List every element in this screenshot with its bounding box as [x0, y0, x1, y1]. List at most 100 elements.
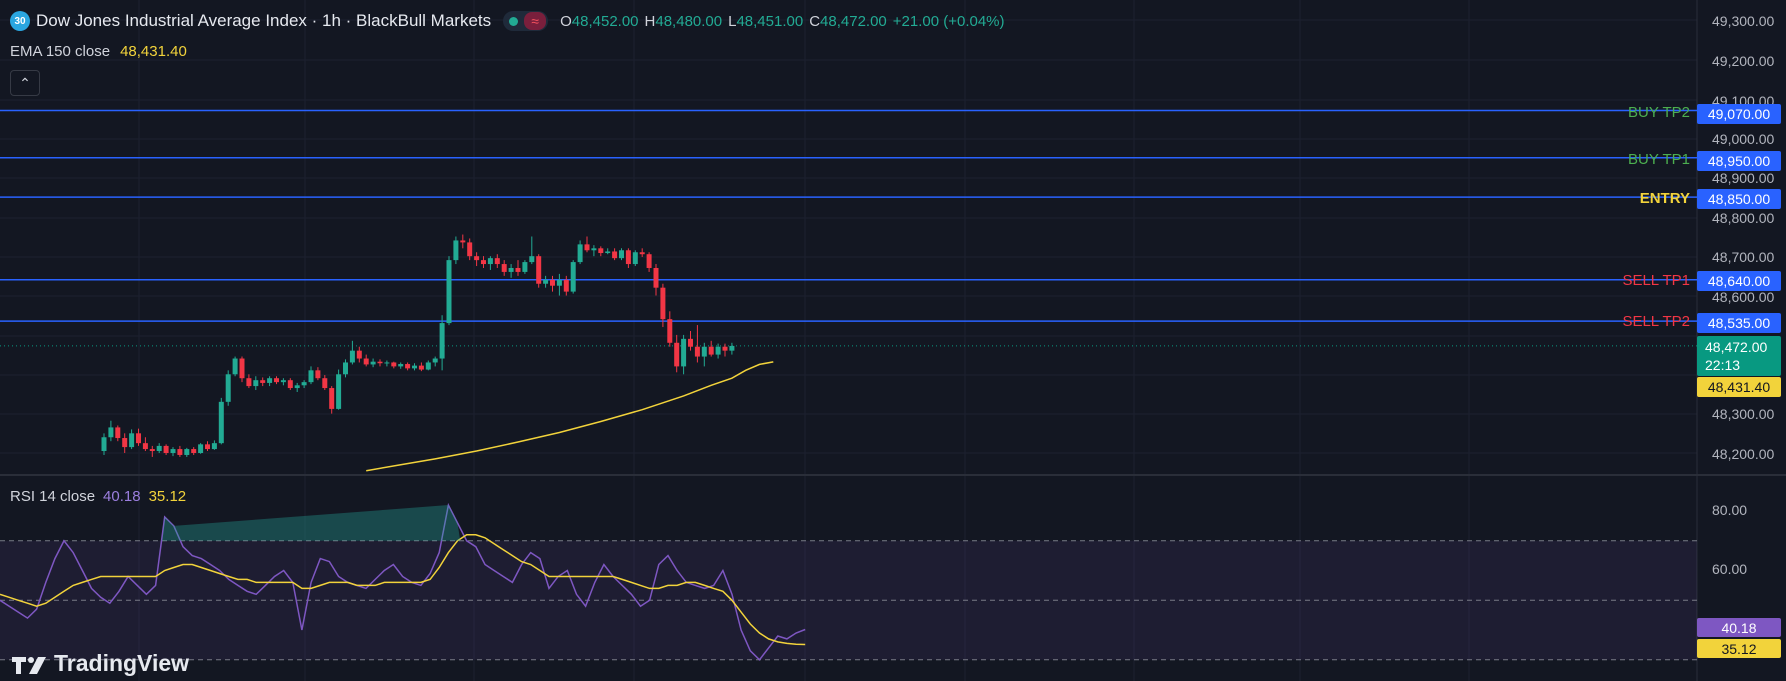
candle-body: [253, 380, 259, 387]
candle-body: [267, 378, 273, 383]
candle-body: [260, 380, 266, 383]
rsi-value-box: 40.18: [1697, 618, 1781, 637]
candle-body: [205, 444, 210, 450]
price-tick: 48,800.00: [1712, 210, 1775, 226]
candle-body: [715, 346, 721, 355]
rsi-legend[interactable]: RSI 14 close 40.18 35.12: [10, 488, 186, 505]
candle-body: [556, 279, 562, 286]
open-value: 48,452.00: [571, 12, 639, 30]
price-tick: 48,200.00: [1712, 446, 1775, 462]
candle-body: [653, 267, 659, 288]
candle-body: [701, 346, 707, 357]
candle-body: [708, 346, 714, 355]
rsi-ma-value-box: 35.12: [1697, 639, 1781, 658]
level-label-buy-tp1[interactable]: BUY TP1: [1628, 151, 1690, 168]
candle-body: [156, 445, 162, 452]
candle-body: [453, 240, 459, 261]
candle-body: [391, 362, 397, 367]
close-key: C: [809, 12, 821, 30]
tradingview-logo[interactable]: TradingView: [12, 650, 189, 677]
candle-body: [660, 287, 666, 320]
candle-body: [667, 319, 673, 343]
candle-body: [467, 242, 473, 257]
candle-body: [722, 346, 728, 351]
candle-body: [446, 260, 452, 324]
candle-body: [329, 388, 335, 409]
candle-body: [674, 342, 680, 367]
candle-body: [625, 250, 631, 265]
rsi-tick: 60.00: [1712, 561, 1748, 577]
level-label-entry[interactable]: ENTRY: [1639, 190, 1690, 207]
candle-body: [315, 370, 321, 379]
candle-body: [232, 358, 238, 375]
candle-body: [577, 244, 583, 263]
candle-body: [136, 433, 141, 444]
candle-body: [122, 438, 128, 448]
level-price-buy-tp2: 49,070.00: [1697, 104, 1781, 124]
candle-body: [460, 240, 466, 243]
candle-body: [301, 382, 307, 386]
candle-body: [418, 365, 424, 370]
rsi-ma-value: 35.12: [148, 488, 187, 505]
candle-body: [211, 443, 217, 450]
candle-body: [370, 361, 376, 365]
candle-body: [536, 256, 542, 284]
price-tick: 49,000.00: [1712, 131, 1775, 147]
candle-body: [550, 279, 555, 286]
candle-body: [481, 260, 486, 265]
candle-body: [142, 443, 148, 450]
ema-legend[interactable]: EMA 150 close 48,431.40: [10, 43, 187, 60]
candle-body: [198, 444, 204, 453]
rsi-value: 40.18: [103, 488, 141, 505]
candle-body: [377, 361, 383, 364]
candle-body: [356, 350, 362, 359]
change-value: +21.00 (+0.04%): [892, 12, 1005, 30]
candle-body: [115, 427, 121, 439]
candle-body: [225, 374, 231, 402]
candle-body: [384, 362, 390, 364]
candle-body: [694, 346, 700, 357]
candle-body: [218, 401, 224, 444]
candle-body: [501, 264, 507, 272]
symbol-title[interactable]: Dow Jones Industrial Average Index · 1h …: [36, 11, 492, 30]
candle-body: [563, 279, 569, 292]
candle-body: [639, 252, 645, 255]
price-tick: 48,300.00: [1712, 406, 1775, 422]
market-open-dot-icon: [509, 16, 519, 26]
candle-body: [474, 256, 480, 261]
candle-body: [591, 248, 597, 251]
price-tick: 48,700.00: [1712, 249, 1775, 265]
candle-body: [149, 449, 155, 452]
level-price-buy-tp1: 48,950.00: [1697, 151, 1781, 171]
market-status-pill[interactable]: ≈: [503, 11, 549, 31]
candle-body: [432, 358, 438, 363]
close-value: 48,472.00: [820, 12, 887, 30]
candle-body: [605, 251, 611, 254]
candle-body: [584, 244, 590, 251]
rsi-label: RSI 14 close: [10, 488, 96, 505]
candle-body: [280, 380, 286, 383]
candle-body: [612, 251, 618, 259]
candle-body: [349, 350, 355, 363]
level-price-sell-tp1: 48,640.00: [1697, 271, 1781, 291]
candle-body: [129, 433, 135, 448]
candle-body: [239, 358, 245, 379]
candle-body: [487, 258, 493, 265]
level-label-buy-tp2[interactable]: BUY TP2: [1628, 104, 1690, 121]
collapse-legend-button[interactable]: ⌃: [10, 70, 40, 96]
low-key: L: [728, 12, 737, 30]
rsi-overbought-fill: [161, 505, 461, 541]
price-tick: 48,600.00: [1712, 289, 1775, 305]
level-label-sell-tp2[interactable]: SELL TP2: [1622, 313, 1690, 330]
price-tick: 49,200.00: [1712, 53, 1775, 69]
price-tick: 49,300.00: [1712, 13, 1775, 29]
candle-body: [287, 380, 293, 389]
candle-body: [543, 279, 549, 284]
candle-body: [508, 267, 514, 272]
candle-body: [598, 248, 604, 254]
bar-countdown: 22:13: [1705, 357, 1741, 373]
candle-body: [439, 323, 445, 359]
level-label-sell-tp1[interactable]: SELL TP1: [1622, 272, 1690, 289]
ema-label: EMA 150 close: [10, 43, 111, 60]
